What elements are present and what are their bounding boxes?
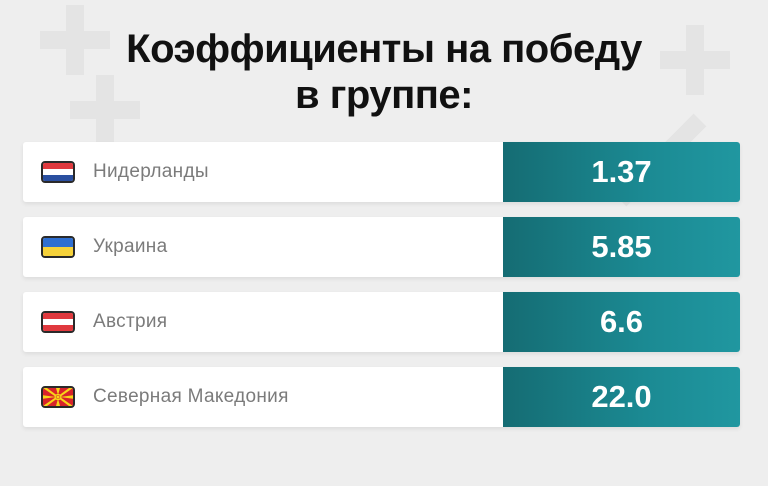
odds-value: 6.6 — [503, 292, 740, 352]
odds-table: Нидерланды 1.37 Украина 5.85 Австрия 6.6 — [23, 142, 740, 442]
odds-value: 1.37 — [503, 142, 740, 202]
austria-flag-icon — [41, 311, 75, 333]
netherlands-flag-icon — [41, 161, 75, 183]
north-macedonia-flag-icon — [41, 386, 75, 408]
table-row-netherlands: Нидерланды 1.37 — [23, 142, 740, 202]
page-title: Коэффициенты на победу в группе: — [0, 26, 768, 118]
title-line-2: в группе: — [295, 73, 473, 117]
team-name: Нидерланды — [93, 161, 209, 182]
team-name: Австрия — [93, 311, 168, 332]
team-name: Северная Македония — [93, 386, 289, 407]
odds-value: 22.0 — [503, 367, 740, 427]
title-line-1: Коэффициенты на победу — [126, 27, 642, 71]
table-row-ukraine: Украина 5.85 — [23, 217, 740, 277]
team-name: Украина — [93, 236, 168, 257]
table-row-austria: Австрия 6.6 — [23, 292, 740, 352]
ukraine-flag-icon — [41, 236, 75, 258]
table-row-north-macedonia: Северная Македония 22.0 — [23, 367, 740, 427]
odds-value: 5.85 — [503, 217, 740, 277]
